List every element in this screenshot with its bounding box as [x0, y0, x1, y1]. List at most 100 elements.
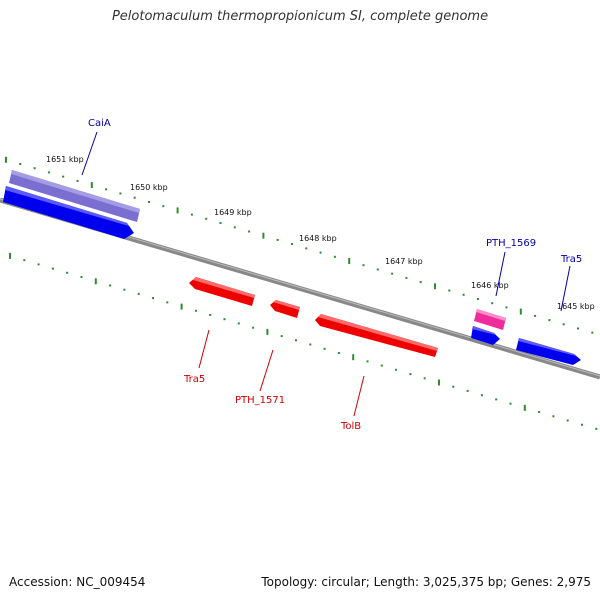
lower-tick-major [438, 379, 440, 386]
upper-tick-minor [505, 306, 508, 309]
lower-tick-minor [123, 288, 126, 291]
upper-tick-minor [333, 255, 336, 258]
lower-tick-minor [166, 301, 169, 304]
lower-tick-minor [223, 318, 226, 321]
kbp-label-1645: 1645 kbp [557, 302, 595, 311]
gene-label-tra5-reverse[interactable]: Tra5 [183, 374, 205, 385]
upper-tick-minor [462, 293, 465, 296]
lower-tick-major [352, 354, 355, 361]
upper-tick-minor [148, 201, 150, 203]
upper-tick-major [176, 207, 179, 214]
upper-tick-minor [162, 205, 165, 208]
lower-tick-minor [480, 394, 483, 397]
lower-tick-minor [152, 297, 154, 300]
lower-tick-minor [566, 419, 569, 422]
upper-tick-minor [76, 179, 79, 182]
lower-tick-minor [66, 271, 69, 274]
lower-tick-major [94, 278, 97, 285]
lower-tick-major [180, 303, 183, 310]
map-title: Pelotomaculum thermopropionicum SI, comp… [111, 9, 489, 24]
upper-tick-minor [33, 167, 36, 170]
upper-tick-minor [47, 171, 50, 174]
upper-tick-minor [577, 327, 579, 330]
lower-tick-minor [295, 339, 297, 342]
forward-gene-tra5-highlight [518, 338, 576, 356]
upper-tick-minor [219, 222, 222, 224]
lower-tick-minor [237, 322, 240, 325]
lower-tick-minor [323, 347, 326, 350]
kbp-label-1648: 1648 kbp [299, 234, 337, 243]
upper-tick-minor [591, 331, 594, 334]
lower-tick-major [523, 404, 526, 411]
upper-tick-major [434, 283, 436, 290]
kbp-label-1650: 1650 kbp [130, 183, 168, 192]
highlight-gene-pth-1569[interactable] [474, 309, 506, 330]
reverse-gene-tra5-highlight [193, 277, 255, 298]
kbp-label-1646: 1646 kbp [471, 281, 509, 290]
upper-tick-minor [248, 230, 251, 233]
leader-line-tra5-reverse [198, 329, 210, 369]
upper-tick-minor [548, 319, 551, 322]
upper-tick-major [5, 156, 7, 163]
lower-tick-minor [380, 364, 383, 367]
upper-tick-major [90, 182, 93, 189]
lower-tick-minor [137, 292, 140, 295]
gene-label-tolb[interactable]: TolB [340, 421, 361, 432]
lower-tick-minor [395, 368, 398, 371]
reverse-gene-pth-1571[interactable] [270, 300, 300, 318]
leader-line-tra5-forward [560, 265, 571, 312]
gene-label-pth-1569[interactable]: PTH_1569 [486, 238, 536, 249]
upper-tick-minor [19, 163, 22, 165]
lower-tick-minor [452, 385, 455, 388]
forward-gene-caia-highlight [5, 186, 129, 226]
forward-gene-pth-1569-small[interactable] [471, 326, 500, 345]
upper-tick-minor [233, 226, 236, 229]
forward-gene-tra5[interactable] [516, 338, 581, 365]
accession-text: Accession: NC_009454 [9, 575, 146, 589]
upper-tick-minor [376, 268, 379, 271]
lower-tick-major [266, 328, 269, 335]
upper-tick-minor [291, 243, 293, 246]
lower-tick-minor [209, 314, 212, 316]
lower-tick-minor [366, 360, 369, 363]
upper-tick-minor [319, 251, 322, 254]
upper-tick-minor [391, 272, 394, 275]
upper-tick-minor [276, 238, 279, 241]
reverse-gene-tra5[interactable] [189, 277, 255, 306]
lower-tick-minor [80, 276, 83, 278]
leader-line-pth-1569 [495, 251, 506, 297]
lower-tick-minor [409, 373, 412, 376]
upper-tick-minor [205, 217, 208, 220]
upper-tick-minor [448, 289, 451, 292]
kbp-label-1647: 1647 kbp [385, 257, 423, 266]
upper-tick-minor [534, 314, 537, 317]
upper-tick-minor [119, 192, 122, 195]
gene-label-pth-1571[interactable]: PTH_1571 [235, 395, 285, 406]
lower-tick-minor [109, 284, 112, 287]
genome-summary-text: Topology: circular; Length: 3,025,375 bp… [261, 575, 591, 589]
upper-tick-minor [562, 323, 565, 326]
lower-tick-minor [466, 389, 469, 392]
gene-label-tra5-forward[interactable]: Tra5 [560, 254, 582, 265]
upper-scale-ticks [5, 156, 594, 334]
upper-tick-major [262, 232, 265, 239]
lower-tick-minor [495, 398, 498, 401]
highlight-gene-pth-1569-shine [476, 309, 506, 321]
kbp-label-1651: 1651 kbp [46, 155, 84, 164]
lower-tick-minor [337, 352, 340, 354]
lower-tick-minor [194, 309, 197, 312]
lower-scale-ticks [9, 252, 598, 430]
upper-tick-minor [190, 213, 193, 216]
reverse-gene-tolb-highlight [318, 314, 438, 351]
kbp-label-1649: 1649 kbp [214, 208, 252, 217]
upper-tick-minor [62, 175, 65, 178]
upper-tick-minor [419, 281, 422, 284]
forward-gene-pth-1569-small-highlight [472, 326, 496, 335]
upper-tick-major [348, 258, 351, 264]
reverse-gene-pth-1571-highlight [273, 300, 300, 310]
forward-gene-caia[interactable] [3, 186, 134, 239]
upper-tick-minor [405, 276, 408, 279]
gene-label-caia[interactable]: CaiA [88, 118, 111, 129]
lower-tick-minor [581, 423, 583, 426]
